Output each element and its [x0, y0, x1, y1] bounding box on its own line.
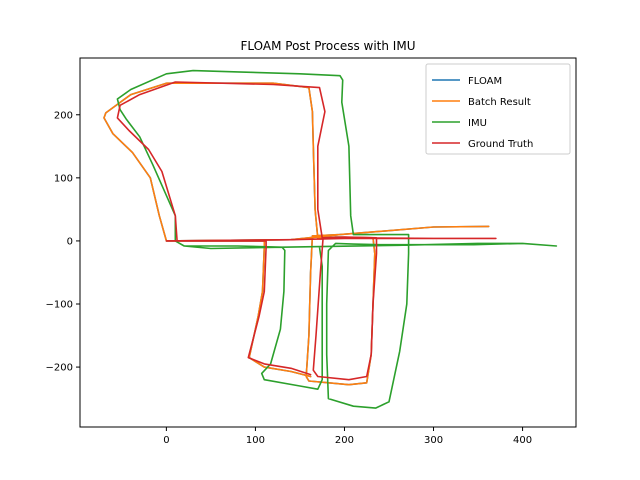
y-tick-label-4: 200	[54, 110, 73, 121]
y-axis: −200 −100 0 100 200	[46, 110, 80, 374]
legend-label-1: Batch Result	[468, 97, 531, 108]
y-tick-label-0: −200	[46, 363, 73, 374]
x-tick-label-4: 400	[513, 435, 532, 446]
y-tick-label-2: 0	[67, 236, 73, 247]
x-tick-label-2: 200	[335, 435, 354, 446]
y-tick-label-1: −100	[46, 300, 73, 311]
axes-frame	[79, 57, 577, 428]
legend-label-2: IMU	[468, 118, 487, 129]
legend: FLOAM Batch Result IMU Ground Truth	[425, 63, 571, 155]
series-line-3	[116, 81, 497, 381]
x-tick-label-3: 300	[424, 435, 443, 446]
x-tick-label-0: 0	[163, 435, 169, 446]
x-axis: 0 100 200 300 400	[163, 427, 532, 446]
legend-label-0: FLOAM	[468, 76, 502, 87]
legend-label-3: Ground Truth	[468, 139, 533, 150]
series-line-2	[116, 69, 558, 409]
series-layer	[103, 69, 558, 409]
legend-box	[425, 63, 571, 155]
chart-title: FLOAM Post Process with IMU	[241, 39, 416, 53]
y-tick-label-3: 100	[54, 173, 73, 184]
x-tick-label-1: 100	[246, 435, 265, 446]
